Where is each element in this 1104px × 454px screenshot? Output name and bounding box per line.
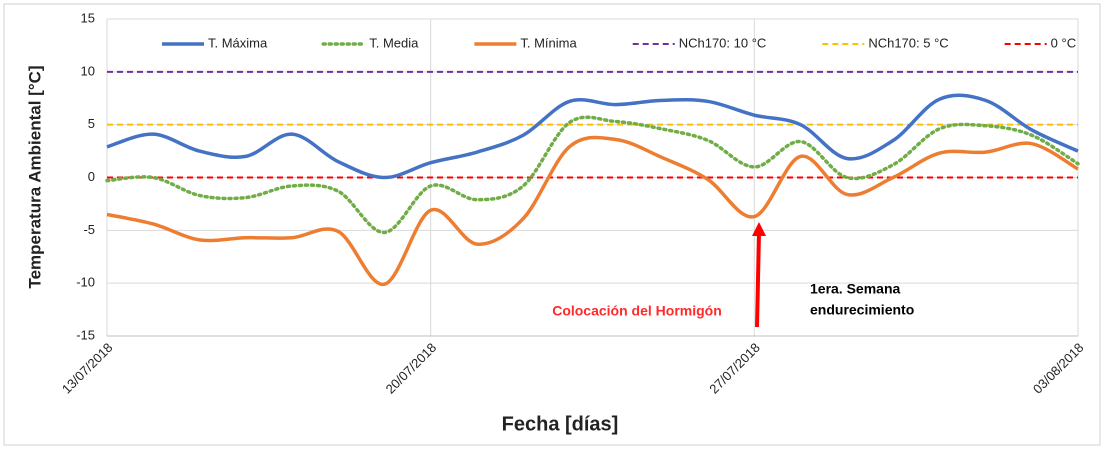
- series-line: [106, 135, 1079, 286]
- y-tick-label: 0: [88, 169, 95, 184]
- series-line: [105, 115, 1080, 235]
- annotation: 1era. Semana: [810, 281, 900, 297]
- annotation-arrowhead: [752, 222, 766, 236]
- legend-label: NCh170: 10 °C: [679, 35, 767, 50]
- x-axis-label: Fecha [días]: [502, 413, 619, 435]
- chart-frame: [3, 3, 1101, 446]
- y-tick-label: 10: [81, 63, 95, 78]
- annotation: Colocación del Hormigón: [552, 303, 722, 319]
- series-line: [106, 93, 1079, 180]
- legend-label: T. Máxima: [208, 35, 268, 50]
- y-tick-label: 15: [81, 10, 95, 25]
- legend-label: T. Media: [369, 35, 419, 50]
- y-axis-label: Temperatura Ambiental [°C]: [25, 65, 44, 288]
- y-tick-label: -15: [76, 327, 95, 342]
- plot-area: [105, 70, 1080, 286]
- y-tick-label: -10: [76, 275, 95, 290]
- annotation-arrow: [755, 231, 761, 328]
- y-tick-label: -5: [83, 222, 95, 237]
- legend: T. Máxima T. Media T. Mínima NCh170: 10 °C N…: [162, 35, 1076, 50]
- legend-label: T. Mínima: [520, 35, 577, 50]
- legend-label: NCh170: 5 °C: [868, 35, 948, 50]
- y-tick-label: 5: [88, 116, 95, 131]
- annotation: endurecimiento: [810, 302, 914, 318]
- legend-label: 0 °C: [1051, 35, 1076, 50]
